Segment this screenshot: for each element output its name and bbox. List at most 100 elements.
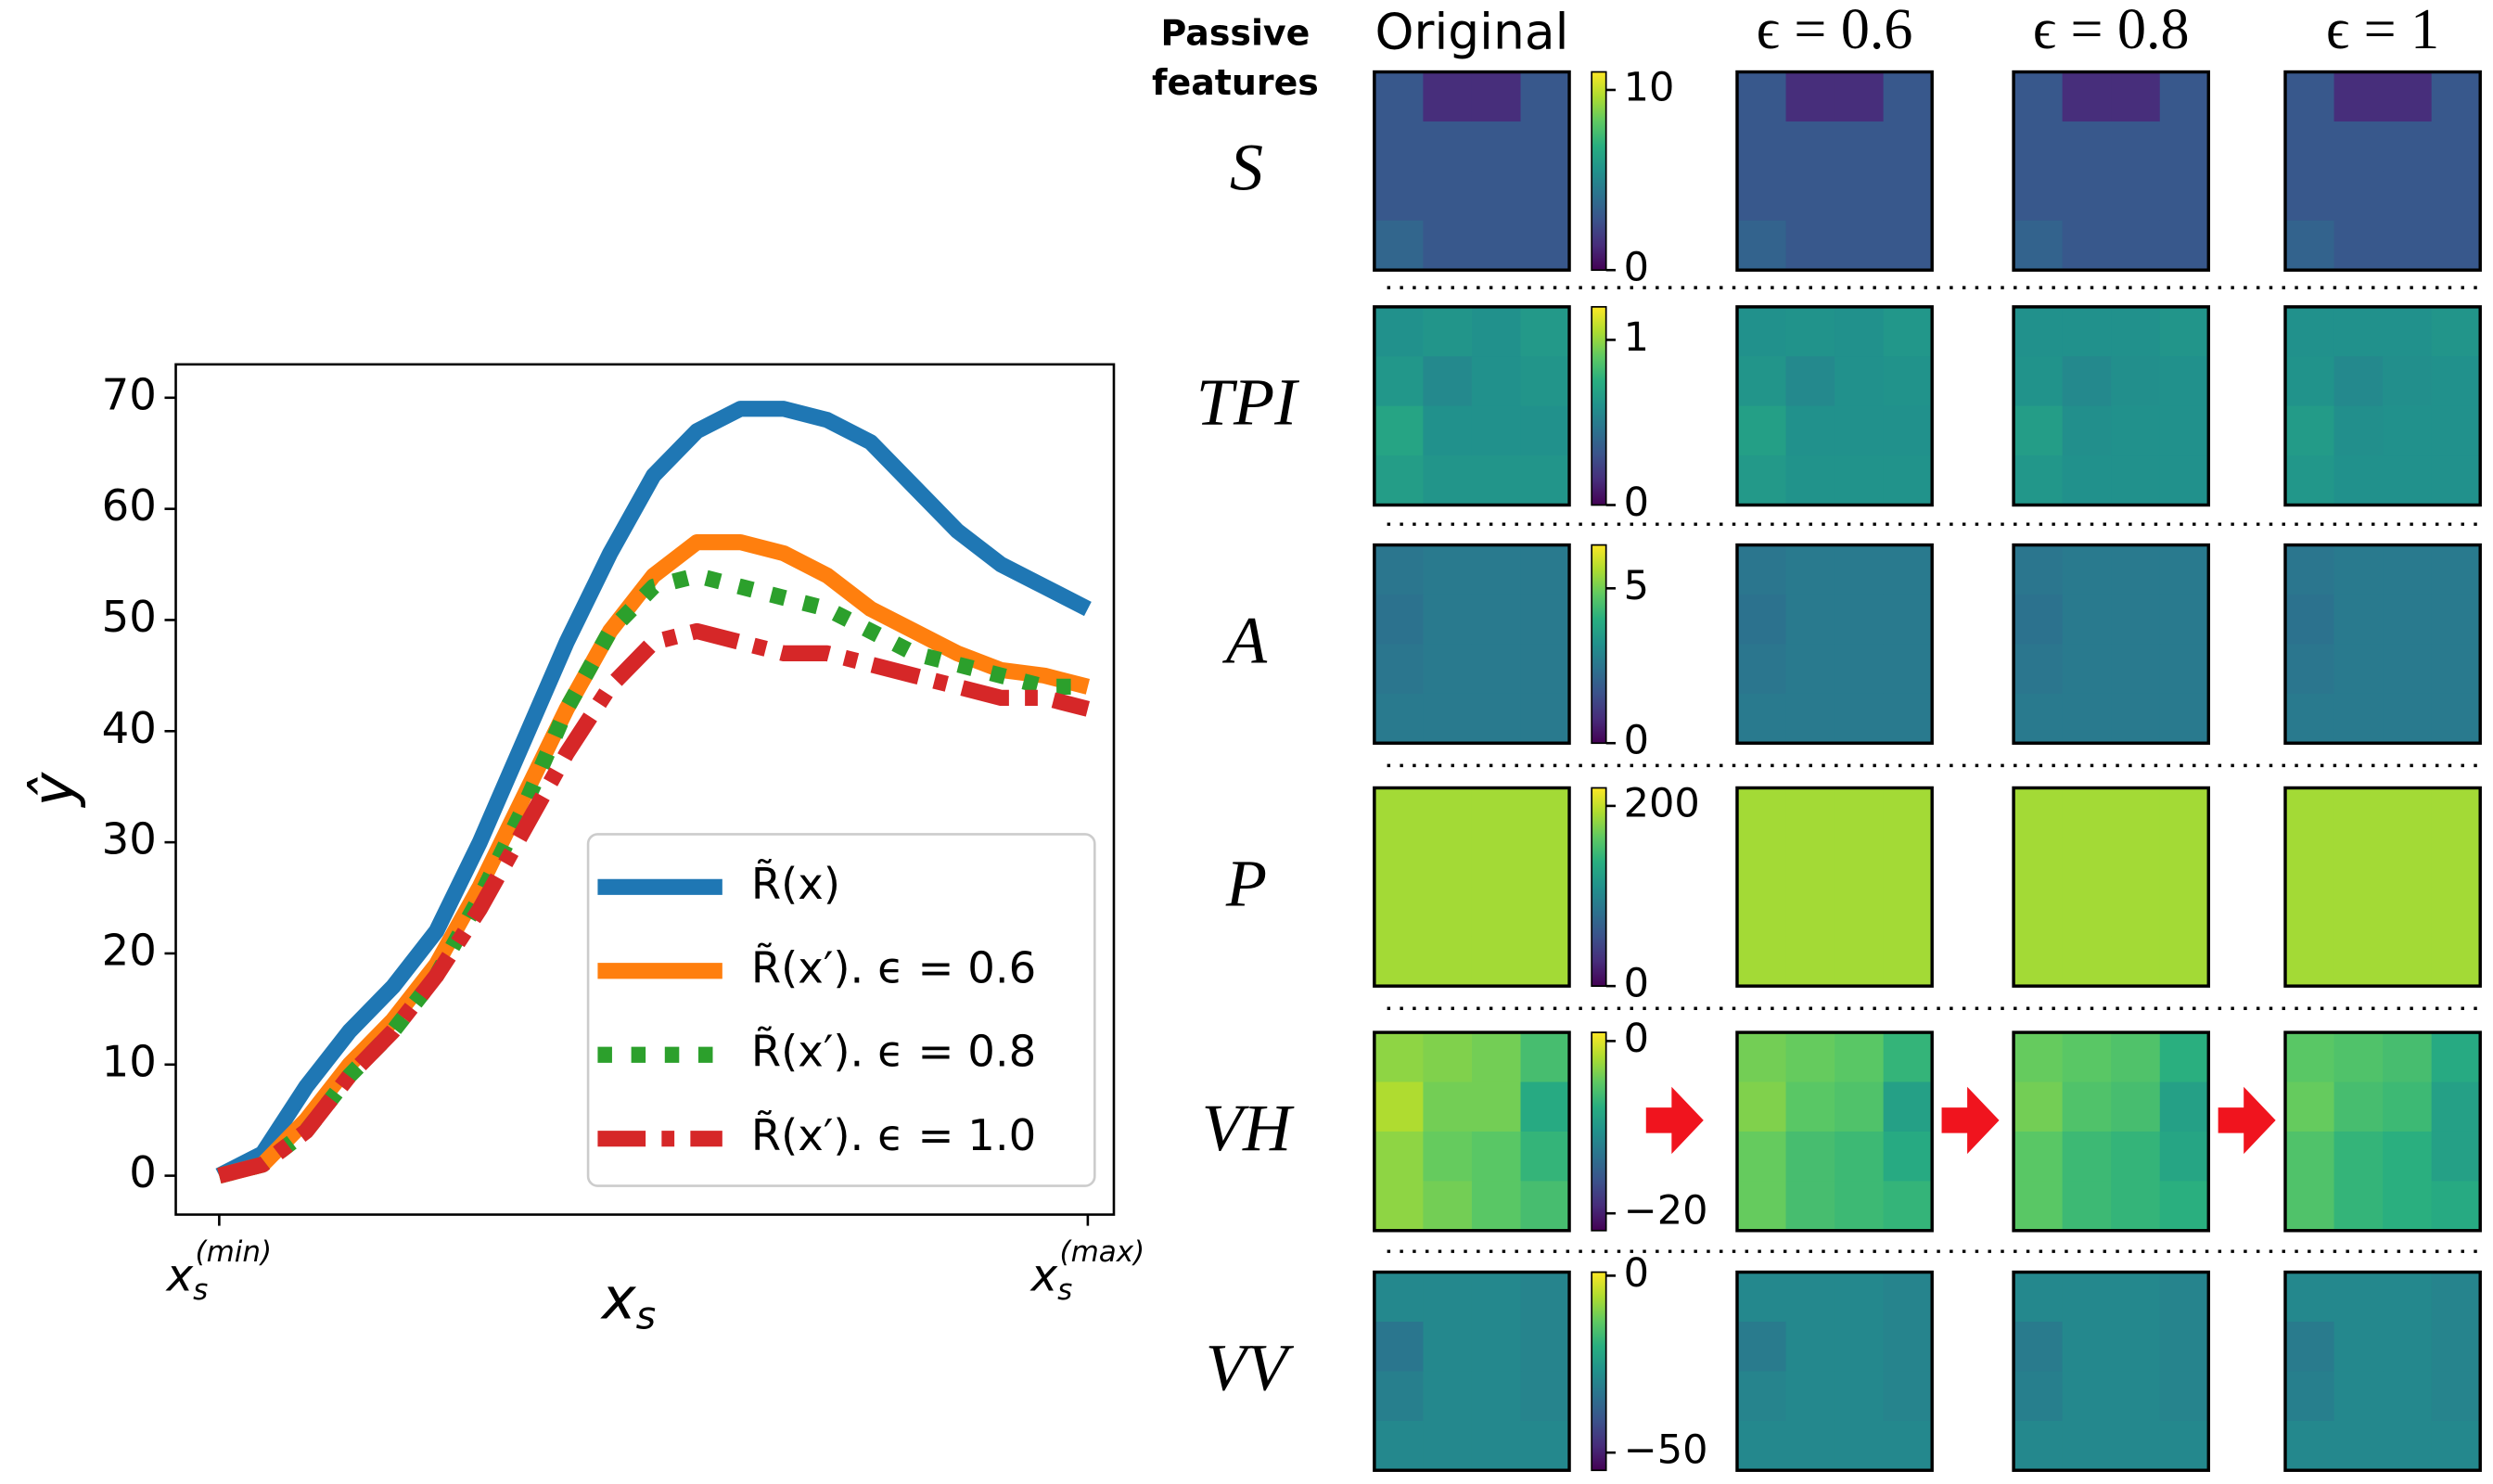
heatmap-cell xyxy=(1520,837,1570,888)
heatmap-frame xyxy=(1373,786,1571,988)
heatmap-cell xyxy=(2333,121,2384,172)
x-tick-label-main: x xyxy=(165,1249,194,1301)
heatmap-cell xyxy=(2062,1321,2112,1372)
heatmap-cell xyxy=(1374,594,1424,645)
x-tick-label-sup: (max) xyxy=(1059,1235,1144,1268)
heatmap-cell xyxy=(2159,693,2209,744)
heatmap-frame xyxy=(1735,305,1934,507)
corner-label: features xyxy=(1152,62,1319,103)
heatmap-cell xyxy=(1520,356,1570,407)
heatmap-cell xyxy=(1471,220,1522,271)
heatmap-cell xyxy=(1883,936,1933,987)
heatmap-cell xyxy=(2111,1032,2161,1083)
heatmap-cell xyxy=(2111,171,2161,222)
heatmap-cell xyxy=(2383,171,2433,222)
heatmap-cell xyxy=(2383,121,2433,172)
heatmap-cell xyxy=(2062,356,2112,407)
heatmap-cell xyxy=(1471,887,1522,938)
heatmap-cell xyxy=(2014,1420,2064,1471)
heatmap-cell xyxy=(1883,544,1933,595)
heatmap-cell xyxy=(2383,1032,2433,1083)
heatmap-cell xyxy=(1520,121,1570,172)
heatmap-cell xyxy=(1835,887,1885,938)
heatmap-cell xyxy=(1471,693,1522,744)
heatmap-cell xyxy=(2014,544,2064,595)
heatmap-cell xyxy=(2014,644,2064,695)
y-tick-label: 40 xyxy=(102,703,157,753)
heatmap-cell xyxy=(1520,936,1570,987)
heatmap-cell xyxy=(1471,171,1522,222)
heatmap-cell xyxy=(2014,356,2064,407)
heatmap-frame xyxy=(2283,1270,2482,1472)
x-tick-label-sup: (min) xyxy=(195,1235,272,1268)
heatmap-cell xyxy=(2062,1371,2112,1422)
heatmap-cell xyxy=(1883,1371,1933,1422)
heatmap-cell xyxy=(1374,1181,1424,1232)
heatmap-cell xyxy=(2062,594,2112,645)
heatmap-cell xyxy=(1835,544,1885,595)
heatmap-cell xyxy=(2159,1371,2209,1422)
heatmap-cell xyxy=(1423,1181,1473,1232)
row-label: TPI xyxy=(1196,365,1299,440)
heatmap-cell xyxy=(2285,837,2335,888)
heatmap-cell xyxy=(1883,693,1933,744)
heatmap-cell xyxy=(2333,1371,2384,1422)
heatmap-cell xyxy=(1423,121,1473,172)
legend-label: R̃(x) xyxy=(751,858,840,908)
heatmap-cell xyxy=(1785,121,1835,172)
heatmap-cell xyxy=(1785,887,1835,938)
colorbar xyxy=(1591,787,1607,988)
heatmap-cell xyxy=(2285,1131,2335,1182)
heatmap-frame xyxy=(2283,786,2482,988)
row-label: VH xyxy=(1202,1091,1295,1165)
heatmap-cell xyxy=(2431,693,2481,744)
heatmap-cell xyxy=(2159,787,2209,838)
heatmap-cell xyxy=(2159,220,2209,271)
heatmap-cell xyxy=(2014,121,2064,172)
heatmap-cell xyxy=(1423,644,1473,695)
heatmap-cell xyxy=(1471,71,1522,122)
heatmap-cell xyxy=(2333,1131,2384,1182)
x-axis-label: xs xyxy=(600,1264,656,1337)
heatmap-cell xyxy=(1471,1321,1522,1372)
heatmap-cell xyxy=(2333,837,2384,888)
heatmap-cell xyxy=(2431,837,2481,888)
heatmap-cell xyxy=(2383,356,2433,407)
heatmap-cell xyxy=(2431,1420,2481,1471)
heatmap-cell xyxy=(1374,1032,1424,1083)
heatmap-cell xyxy=(1736,220,1787,271)
heatmap-cell xyxy=(1374,306,1424,357)
heatmap-cell xyxy=(2431,1371,2481,1422)
heatmap-cell xyxy=(2014,787,2064,838)
heatmap-cell xyxy=(1374,1081,1424,1132)
heatmap-cell xyxy=(2014,693,2064,744)
heatmap-cell xyxy=(1883,1032,1933,1083)
heatmap-cell xyxy=(1423,171,1473,222)
heatmap-cell xyxy=(2111,455,2161,506)
heatmap-cell xyxy=(1520,71,1570,122)
heatmap-cell xyxy=(2383,1081,2433,1132)
heatmap-cell xyxy=(1736,306,1787,357)
heatmap-cell xyxy=(2431,594,2481,645)
heatmap-cell xyxy=(2383,936,2433,987)
heatmap-cell xyxy=(1785,544,1835,595)
heatmap-cell xyxy=(2111,787,2161,838)
heatmap-cell xyxy=(2111,220,2161,271)
heatmap-cell xyxy=(1883,1321,1933,1372)
heatmap-cell xyxy=(1736,594,1787,645)
heatmap-cell xyxy=(1423,1032,1473,1083)
heatmap-cell xyxy=(1471,1032,1522,1083)
heatmap-cell xyxy=(1471,544,1522,595)
heatmap-cell xyxy=(2014,936,2064,987)
heatmap-cell xyxy=(2383,455,2433,506)
heatmap-frame xyxy=(2283,305,2482,507)
heatmap-cell xyxy=(2062,693,2112,744)
heatmap-cell xyxy=(2159,594,2209,645)
heatmap-cell xyxy=(2333,356,2384,407)
heatmap-cell xyxy=(1423,1081,1473,1132)
heatmap-cell xyxy=(2159,1081,2209,1132)
heatmap-cell xyxy=(2431,356,2481,407)
heatmap-cell xyxy=(1835,644,1885,695)
heatmap-cell xyxy=(2431,787,2481,838)
heatmap-cell xyxy=(2431,455,2481,506)
